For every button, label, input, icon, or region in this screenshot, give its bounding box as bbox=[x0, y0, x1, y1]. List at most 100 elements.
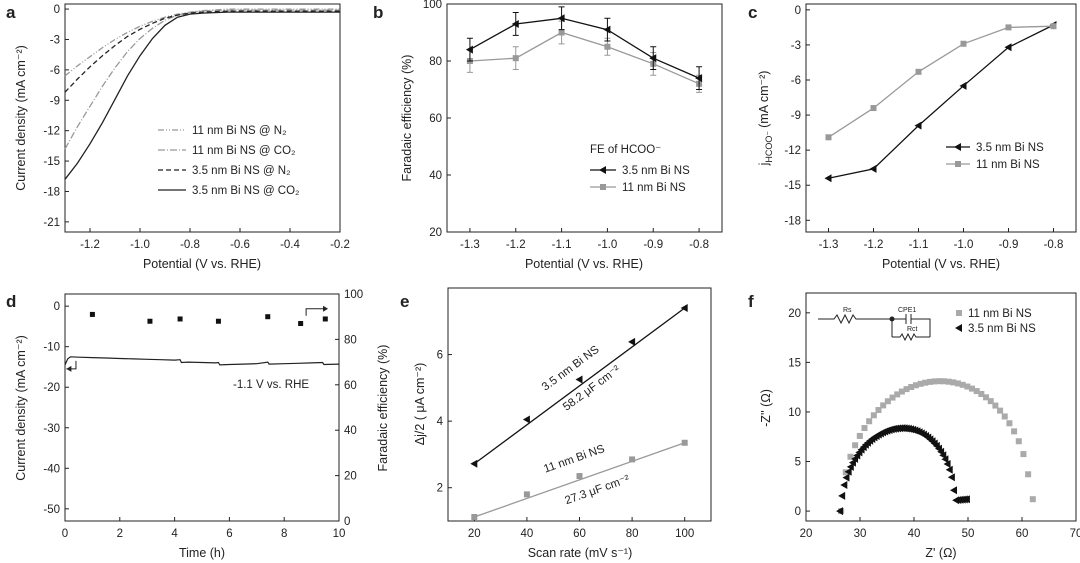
panel-a-series-line bbox=[64, 8, 340, 77]
panel-e-xtick-label: 100 bbox=[675, 528, 694, 540]
panel-f-circuit-wires bbox=[818, 313, 931, 342]
panel-b-point bbox=[465, 45, 473, 54]
panel-d-fe-point bbox=[215, 318, 221, 324]
panel-c-series-line bbox=[828, 25, 1054, 138]
panel-d-ytick-right-label: 60 bbox=[344, 380, 357, 392]
panel-a-ytick-label: 0 bbox=[54, 4, 60, 16]
panel-c-ytick-label: -18 bbox=[784, 215, 801, 227]
panel-f-point bbox=[978, 390, 985, 397]
panel-a-ytick-label: -12 bbox=[43, 126, 60, 138]
panel-a-legend-label: 11 nm Bi NS @ N₂ bbox=[192, 125, 287, 137]
panel-f-point bbox=[992, 402, 999, 409]
panel-f-point bbox=[884, 398, 891, 405]
panel-d-left-axis-arrowhead bbox=[66, 365, 72, 372]
panel-a-xtick-label: -1.0 bbox=[130, 239, 150, 251]
panel-d-fe-point bbox=[322, 316, 328, 322]
panel-f-point bbox=[847, 453, 854, 460]
panel-b-frame bbox=[446, 3, 723, 233]
panel-c-letter: c bbox=[748, 3, 757, 22]
panel-c-xtick-label: -0.8 bbox=[1044, 239, 1064, 251]
panel-d-fe-point bbox=[177, 316, 183, 322]
panel-a-legend-entry: 3.5 nm Bi NS @ CO₂ bbox=[158, 185, 300, 197]
panel-e-letter: e bbox=[400, 292, 409, 311]
panel-e-point bbox=[471, 514, 478, 521]
panel-b-point bbox=[557, 14, 565, 23]
panel-c-ytick-label: -15 bbox=[784, 180, 801, 192]
panel-f-point bbox=[997, 407, 1004, 414]
panel-d-ytick-label: -10 bbox=[43, 342, 60, 354]
panel-c-ylabel-sub: HCOO⁻ bbox=[764, 131, 774, 163]
panel-c-ylabel-j: j bbox=[757, 163, 771, 167]
panel-a-legend-label: 3.5 nm Bi NS @ N₂ bbox=[192, 165, 291, 177]
panel-f-point bbox=[926, 378, 933, 385]
panel-c-ytick-label: 0 bbox=[795, 5, 801, 17]
panel-f-ytick-label: 15 bbox=[788, 357, 801, 369]
panel-b-ytick-label: 40 bbox=[429, 170, 442, 182]
panel-b-legend-label: 11 nm Bi NS bbox=[622, 182, 686, 194]
panel-a-ytick-label: -6 bbox=[50, 65, 60, 77]
panel-f-point bbox=[973, 388, 980, 395]
panel-f-point bbox=[861, 425, 868, 432]
panel-b-xtick-label: -0.9 bbox=[643, 239, 663, 251]
panel-f: f 20 30 40 50 60 70 0 5 10 15 20 Z' (Ω) -Z'' (Ω) R… bbox=[748, 292, 1080, 560]
panel-f-point bbox=[856, 432, 863, 439]
panel-f-point bbox=[844, 467, 852, 476]
panel-f-point bbox=[840, 480, 848, 489]
panel-b-legend-entry: 11 nm Bi NS bbox=[590, 182, 686, 194]
panel-a-ytick-label: -21 bbox=[43, 217, 60, 229]
panel-c-ytick-label: -12 bbox=[784, 145, 801, 157]
panel-c-xtick-label: -1.0 bbox=[954, 239, 974, 251]
panel-c-point bbox=[915, 68, 922, 75]
panel-f-point bbox=[1029, 496, 1036, 503]
panel-b-point bbox=[649, 54, 657, 63]
panel-f-point bbox=[947, 473, 955, 482]
panel-f-legend-label: 11 nm Bi NS bbox=[968, 308, 1032, 320]
panel-f-point bbox=[912, 382, 919, 389]
panel-e-point bbox=[523, 491, 530, 498]
panel-f-point bbox=[894, 391, 901, 398]
panel-f-point bbox=[875, 407, 882, 414]
panel-f-point bbox=[954, 380, 961, 387]
panel-f-xtick-label: 50 bbox=[962, 528, 975, 540]
panel-b-xtick-label: -0.8 bbox=[689, 239, 709, 251]
panel-b-xlabel: Potential (V vs. RHE) bbox=[525, 257, 643, 271]
panel-a-series-line bbox=[64, 11, 340, 180]
panel-c-legend-entry: 11 nm Bi NS bbox=[946, 159, 1040, 171]
panel-c-legend: 3.5 nm Bi NS 11 nm Bi NS bbox=[946, 142, 1044, 171]
panel-f-circuit-label: Rct bbox=[907, 326, 918, 333]
panel-f-circuit-label: CPE1 bbox=[898, 307, 916, 314]
panel-a-xtick-label: -0.2 bbox=[330, 239, 350, 251]
panel-e-xlabel: Scan rate (mV s⁻¹) bbox=[528, 546, 633, 560]
panel-c-point bbox=[960, 40, 967, 47]
panel-c-point bbox=[824, 174, 832, 183]
panel-a-ytick-label: -3 bbox=[50, 34, 60, 46]
panel-d-ytick-label: -50 bbox=[43, 504, 60, 516]
panel-e-point bbox=[628, 337, 636, 346]
panel-e-ytick-label: 2 bbox=[437, 483, 443, 495]
panel-f-xtick-label: 70 bbox=[1070, 528, 1080, 540]
panel-f-circuit-diagram: Rs CPE1 Rct bbox=[818, 307, 931, 342]
panel-c-frame bbox=[805, 3, 1077, 233]
panel-f-ytick-label: 10 bbox=[788, 407, 801, 419]
panel-f-point bbox=[959, 381, 966, 388]
panel-b-legend: FE of HCOO⁻ 3.5 nm Bi NS 11 nm Bi NS bbox=[590, 144, 690, 194]
panel-c-legend-swatch-marker bbox=[955, 161, 961, 167]
panel-e-point bbox=[680, 303, 688, 312]
panel-b-xtick-label: -1.2 bbox=[506, 239, 526, 251]
panel-d-fe-point bbox=[89, 311, 95, 317]
panel-f-point bbox=[846, 462, 854, 471]
panel-a-legend-label: 3.5 nm Bi NS @ CO₂ bbox=[192, 185, 300, 197]
panel-c-xtick-label: -1.3 bbox=[819, 239, 839, 251]
panel-c-series-line bbox=[828, 24, 1054, 179]
panel-f-point bbox=[836, 507, 844, 516]
panel-a-legend-entry: 3.5 nm Bi NS @ N₂ bbox=[158, 165, 291, 177]
panel-f-point bbox=[969, 385, 976, 392]
panel-f-legend-label: 3.5 nm Bi NS bbox=[968, 323, 1036, 335]
panel-c-point bbox=[825, 134, 832, 141]
panel-d-xlabel: Time (h) bbox=[179, 546, 225, 560]
panel-b-point bbox=[558, 29, 565, 36]
panel-f-point bbox=[838, 491, 846, 500]
